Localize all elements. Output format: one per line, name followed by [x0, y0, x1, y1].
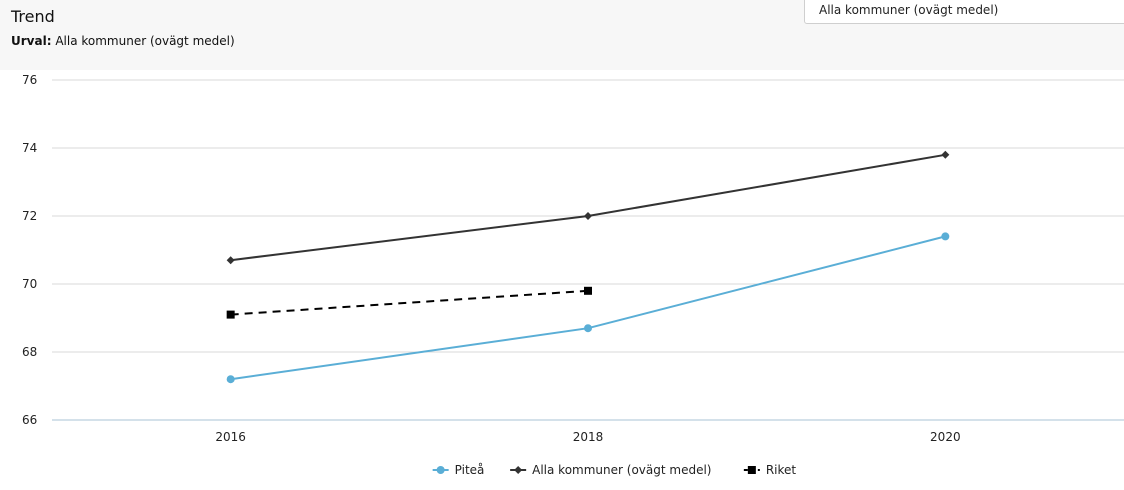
y-tick-label: 70: [22, 277, 37, 291]
data-point-1-1: [584, 212, 592, 220]
x-tick-label: 2018: [573, 430, 604, 444]
data-point-0-0: [226, 375, 235, 384]
series-line-0: [230, 235, 946, 381]
y-tick-label: 66: [22, 413, 37, 427]
data-point-2-0: [226, 310, 235, 319]
y-tick-label: 74: [22, 141, 37, 155]
y-tick-label: 76: [22, 73, 37, 87]
legend-marker-0: [436, 466, 445, 474]
legend-marker-2: [747, 466, 756, 474]
series-line-2: [230, 289, 589, 316]
legend-marker-1: [514, 466, 523, 474]
data-point-2-1: [584, 286, 592, 295]
y-tick-label: 72: [22, 209, 37, 223]
legend-label-1: Alla kommuner (ovägt medel): [532, 463, 711, 477]
selection-label: Urval:: [11, 34, 52, 48]
legend-label-2: Riket: [766, 463, 797, 477]
data-point-0-2: [941, 232, 950, 241]
selection-value: Alla kommuner (ovägt medel): [55, 34, 235, 48]
series-line-1: [230, 153, 946, 262]
data-point-0-1: [584, 324, 592, 333]
data-point-1-2: [941, 150, 950, 159]
data-point-1-0: [226, 256, 235, 265]
comparison-select[interactable]: Alla kommuner (ovägt medel): [804, 0, 1124, 24]
page-title: Trend: [11, 7, 55, 26]
legend-label-0: Piteå: [455, 463, 485, 477]
selection-line: Urval: Alla kommuner (ovägt medel): [11, 34, 235, 48]
comparison-select-value: Alla kommuner (ovägt medel): [819, 3, 999, 17]
trend-chart: 66 68 70 72 74 76 2016 2018 2020 Piteå Alla kommun…: [22, 73, 1124, 477]
y-tick-label: 68: [22, 345, 37, 359]
x-tick-label: 2020: [930, 430, 961, 444]
x-tick-label: 2016: [215, 430, 246, 444]
